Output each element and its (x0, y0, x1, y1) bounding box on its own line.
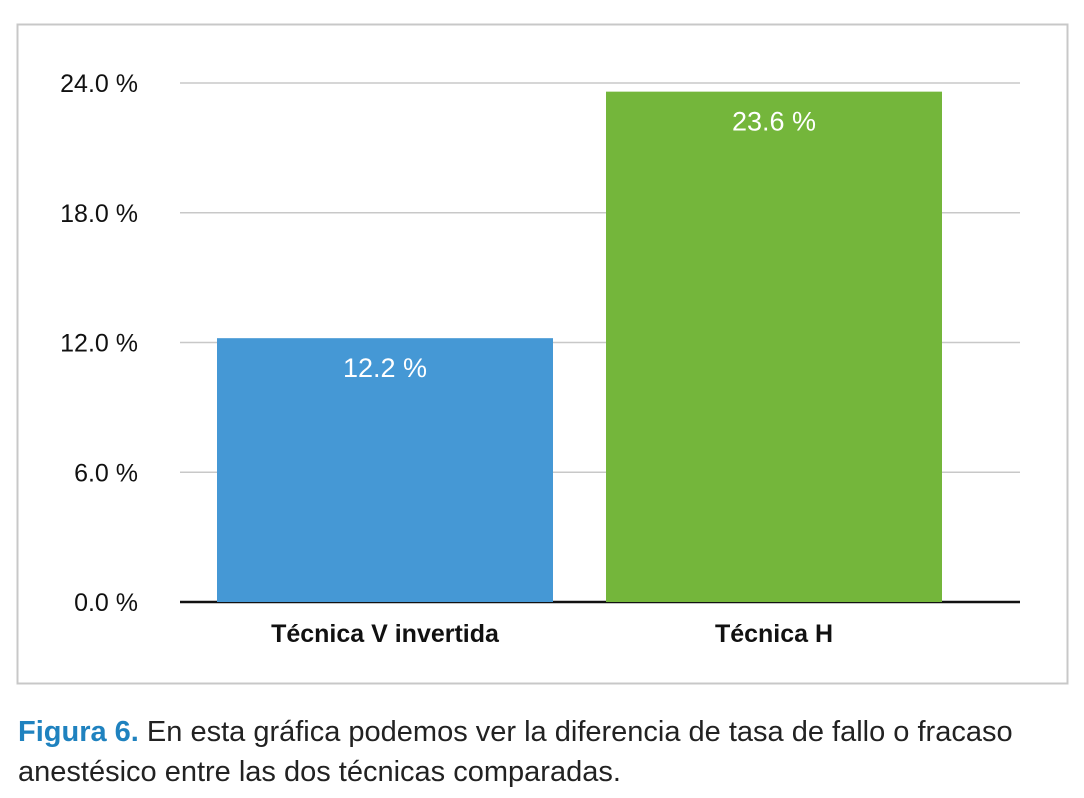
figure-label: Figura 6. (18, 716, 139, 748)
x-tick-label: Técnica H (715, 620, 833, 648)
bar (217, 338, 553, 602)
y-tick-label: 24.0 % (60, 70, 138, 98)
figure-caption: Figura 6. En esta gráfica podemos ver la… (18, 712, 1068, 792)
bar-chart: 0.0 % 6.0 % 12.0 % 18.0 % 24.0 % 12.2 % Técnic… (16, 23, 1069, 685)
bar-value-label: 12.2 % (343, 353, 427, 383)
y-tick-label: 12.0 % (60, 330, 138, 358)
y-tick-label: 18.0 % (60, 200, 138, 228)
y-tick-label: 6.0 % (74, 459, 138, 487)
bar (606, 91, 942, 603)
bar-value-label: 23.6 % (732, 107, 816, 137)
y-tick-label: 0.0 % (74, 589, 138, 617)
x-tick-label: Técnica V invertida (271, 620, 500, 648)
caption-text: En esta gráfica podemos ver la diferenci… (18, 716, 1013, 788)
